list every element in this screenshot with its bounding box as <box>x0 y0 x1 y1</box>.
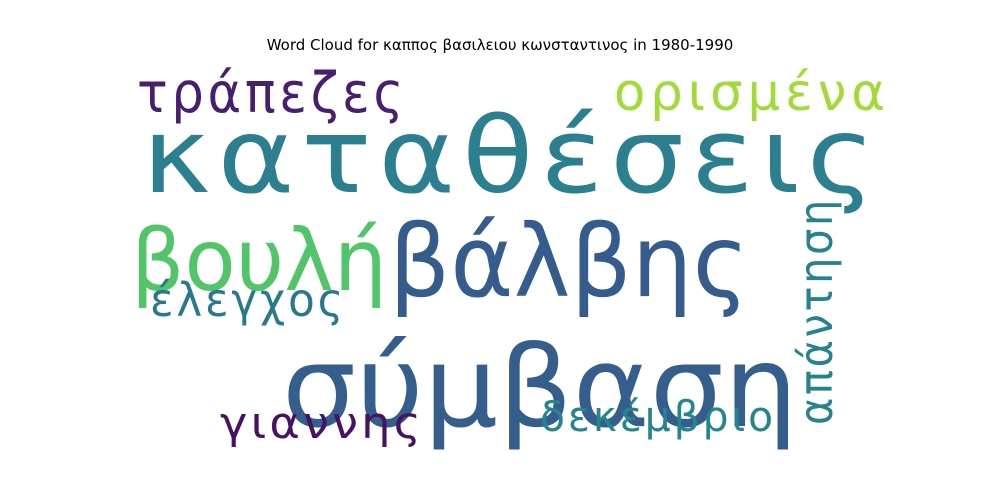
word-5: ορισμένα <box>614 63 890 123</box>
word-4: τράπεζες <box>137 61 407 126</box>
word-2: βάλβης <box>389 203 749 320</box>
word-1: σύμβαση <box>282 323 798 453</box>
chart-title: Word Cloud for καππος βασιλειου κωνσταντ… <box>266 36 734 54</box>
word-8: γιαννης <box>220 398 424 449</box>
word-9: δεκέμβριο <box>540 392 776 441</box>
word-0: καταθέσεις <box>142 95 882 217</box>
word-7: απάντηση <box>789 197 843 425</box>
word-3: βουλή <box>131 211 387 311</box>
word-6: έλεγχος <box>150 273 346 327</box>
